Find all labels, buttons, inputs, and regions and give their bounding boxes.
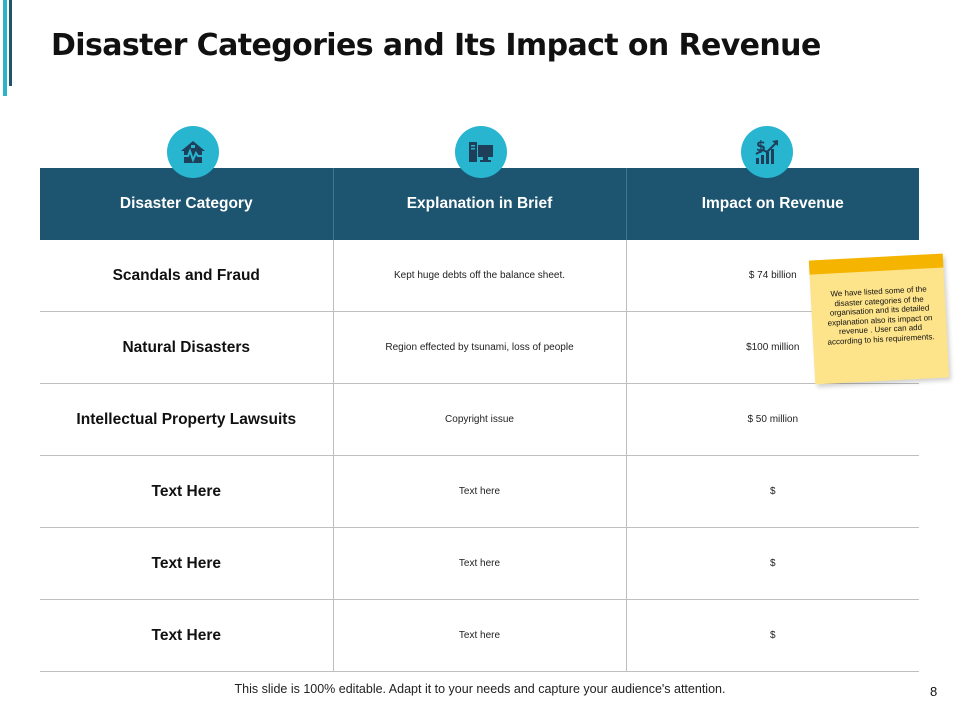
impact-cell: $ bbox=[625, 599, 919, 672]
slide-title: Disaster Categories and Its Impact on Re… bbox=[51, 28, 821, 63]
revenue-impact-table: Disaster Category Explanation in Brief I… bbox=[40, 168, 919, 672]
explanation-cell: Region effected by tsunami, loss of peop… bbox=[332, 311, 626, 384]
impact-cell: $ 50 million bbox=[625, 383, 919, 456]
table-row: Intellectual Property Lawsuits Copyright… bbox=[40, 383, 919, 456]
svg-text:$: $ bbox=[756, 139, 766, 155]
header-disaster-category: Disaster Category bbox=[40, 168, 333, 240]
impact-cell: $ bbox=[625, 527, 919, 600]
category-cell: Text Here bbox=[40, 527, 333, 600]
explanation-cell: Text here bbox=[332, 455, 626, 528]
explanation-cell: Kept huge debts off the balance sheet. bbox=[332, 240, 626, 312]
table-header-row: Disaster Category Explanation in Brief I… bbox=[40, 168, 919, 240]
sticky-note-text: We have listed some of the disaster cate… bbox=[827, 284, 935, 347]
table-row: Natural Disasters Region effected by tsu… bbox=[40, 311, 919, 384]
accent-bar bbox=[3, 0, 7, 96]
dollar-growth-icon: $ bbox=[741, 126, 793, 178]
category-cell: Text Here bbox=[40, 599, 333, 672]
category-cell: Intellectual Property Lawsuits bbox=[40, 383, 333, 456]
explanation-cell: Text here bbox=[332, 599, 626, 672]
category-cell: Scandals and Fraud bbox=[40, 240, 333, 312]
accent-bar-secondary bbox=[9, 0, 12, 86]
table-row: Text Here Text here $ bbox=[40, 527, 919, 600]
house-disaster-icon bbox=[167, 126, 219, 178]
category-cell: Text Here bbox=[40, 455, 333, 528]
table-row: Text Here Text here $ bbox=[40, 455, 919, 528]
header-explanation: Explanation in Brief bbox=[332, 168, 626, 240]
explanation-cell: Copyright issue bbox=[332, 383, 626, 456]
table-row: Scandals and Fraud Kept huge debts off t… bbox=[40, 240, 919, 312]
footer-text: This slide is 100% editable. Adapt it to… bbox=[234, 682, 726, 696]
sticky-note: We have listed some of the disaster cate… bbox=[808, 253, 950, 385]
computer-monitor-icon bbox=[455, 126, 507, 178]
impact-cell: $ bbox=[625, 455, 919, 528]
header-impact-on-revenue: Impact on Revenue bbox=[625, 168, 919, 240]
category-cell: Natural Disasters bbox=[40, 311, 333, 384]
page-number: 8 bbox=[930, 684, 938, 699]
explanation-cell: Text here bbox=[332, 527, 626, 600]
table-row: Text Here Text here $ bbox=[40, 599, 919, 672]
